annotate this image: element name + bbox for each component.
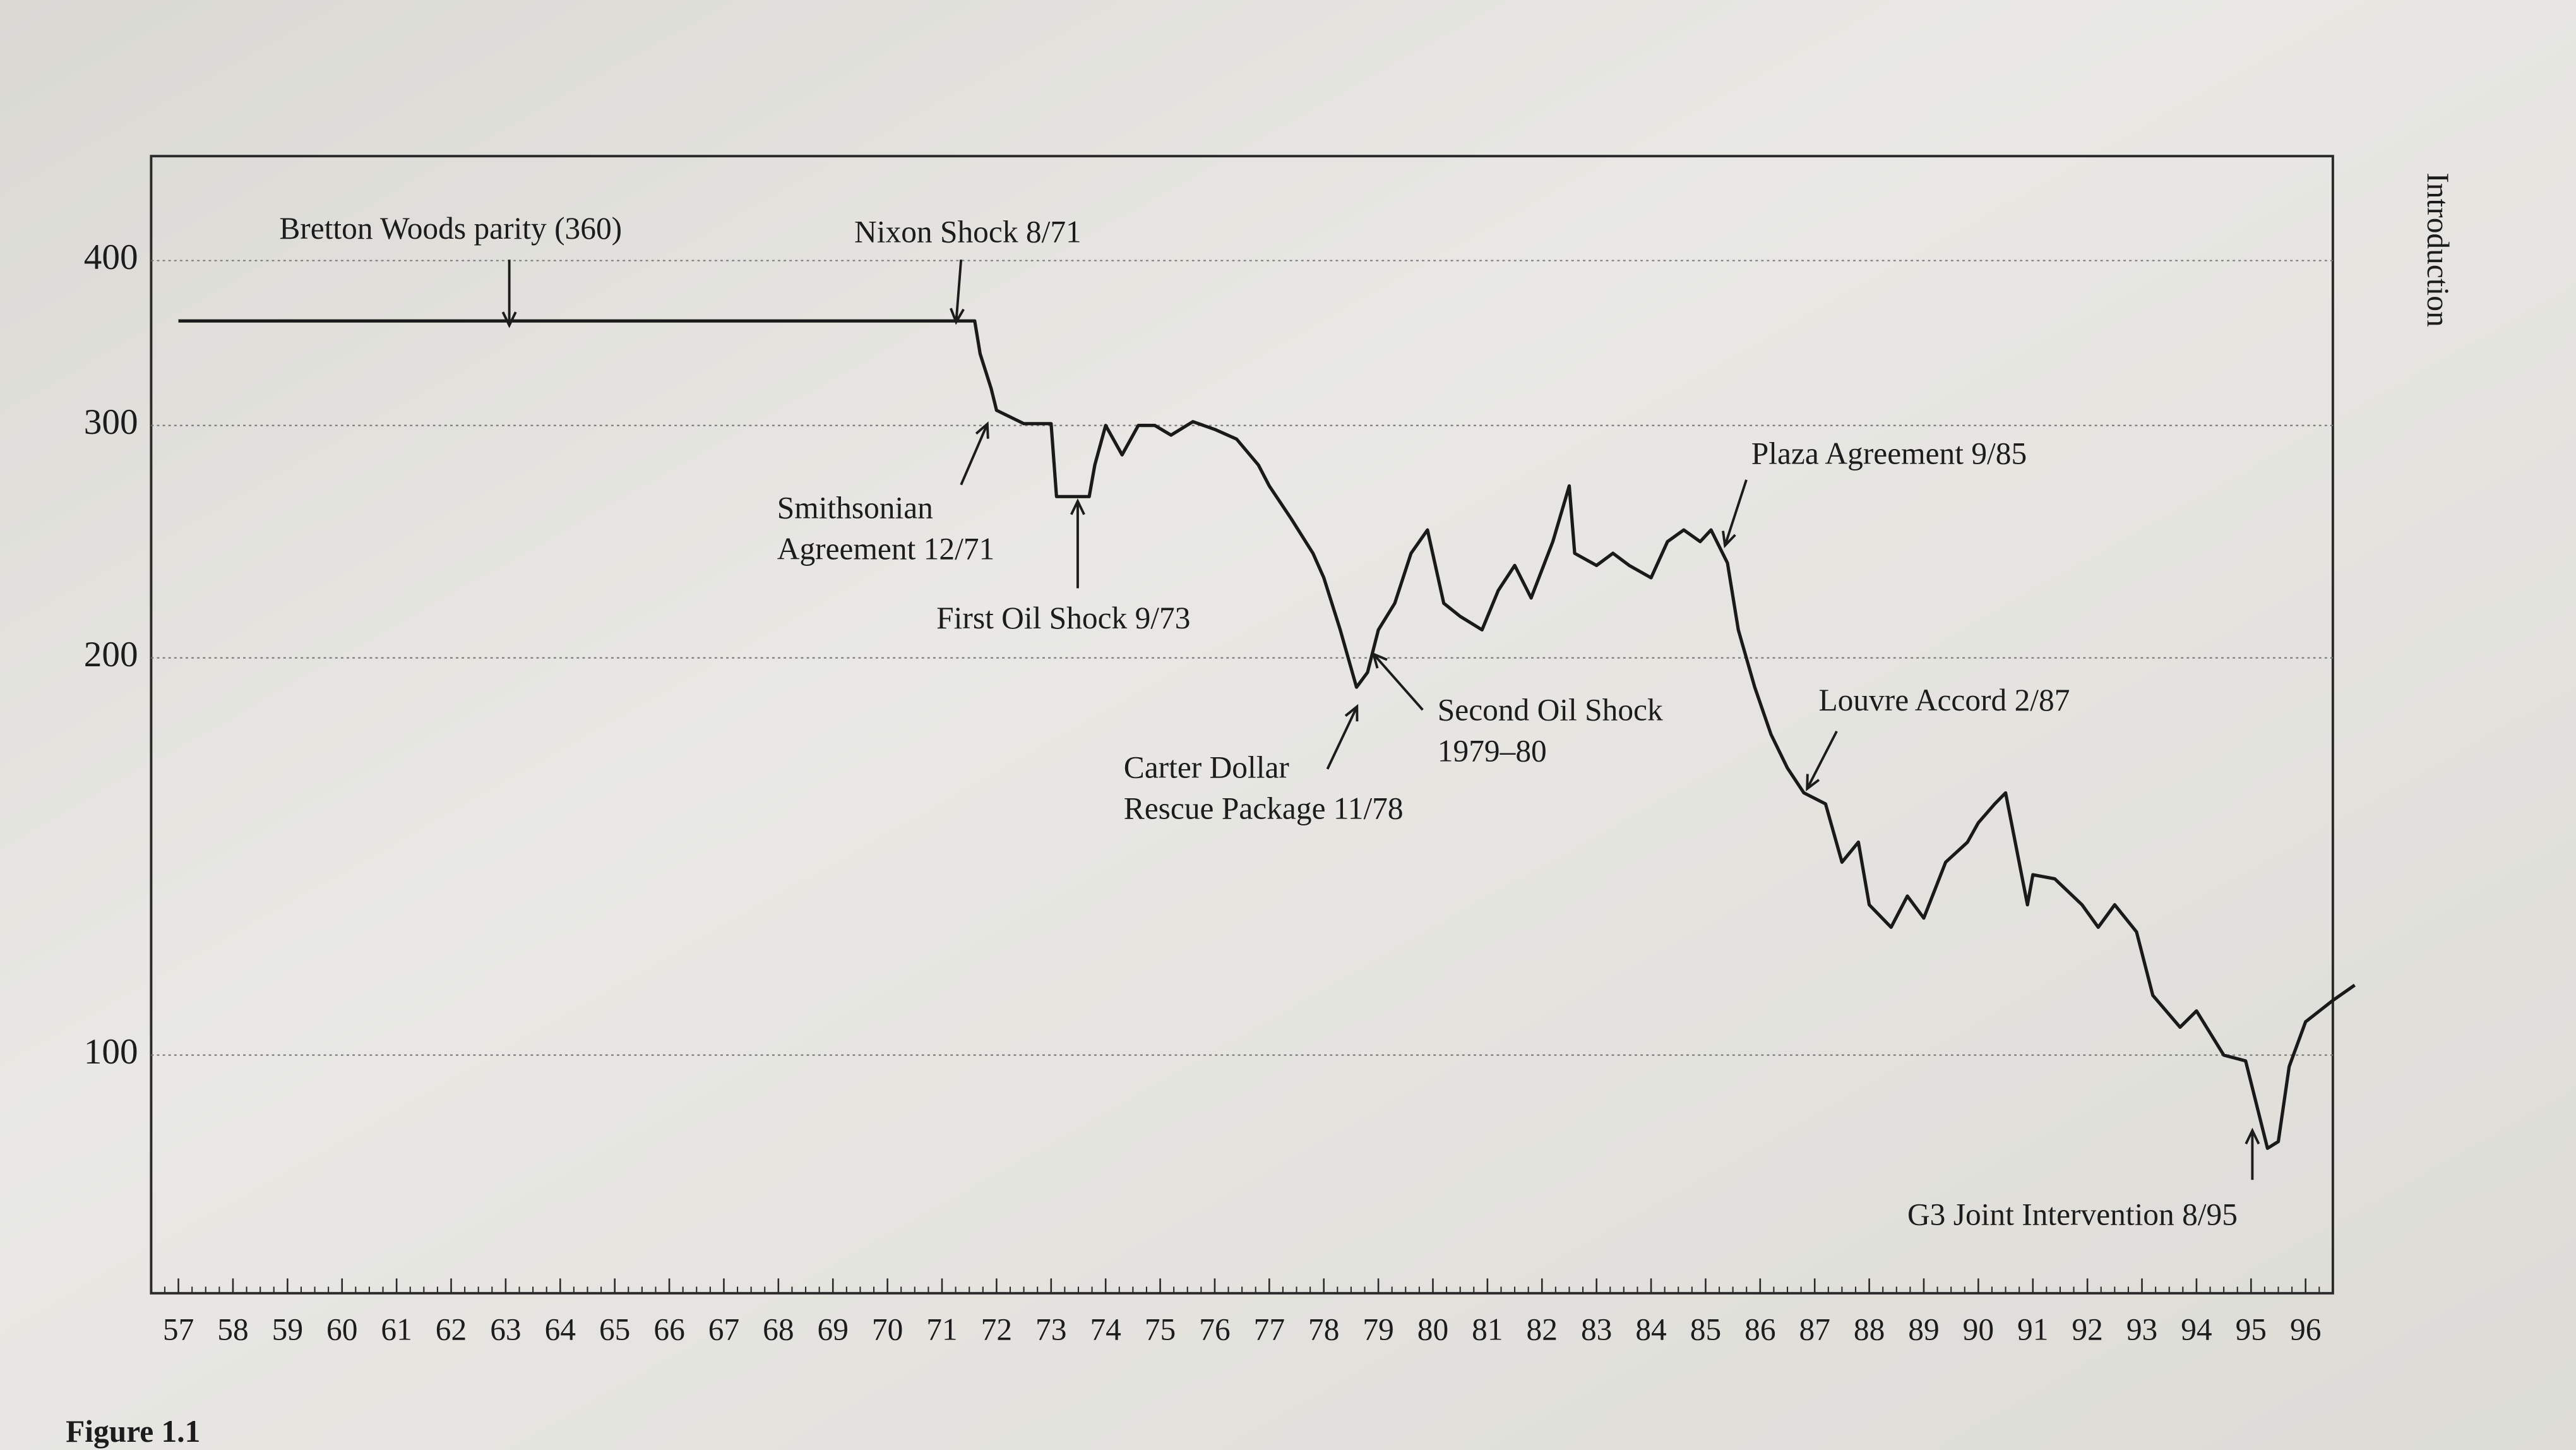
x-tick-label: 63 <box>490 1312 521 1347</box>
x-tick-label: 59 <box>272 1312 303 1347</box>
x-tick-label: 81 <box>1472 1312 1503 1347</box>
arrow-head <box>1722 530 1736 549</box>
annotation: Bretton Woods parity (360) <box>279 211 622 246</box>
running-head: Introduction <box>2421 172 2455 327</box>
x-tick-label: 71 <box>926 1312 957 1347</box>
annotation: First Oil Shock 9/73 <box>936 601 1190 635</box>
annotation: Second Oil Shock <box>1438 693 1663 728</box>
x-tick-label: 78 <box>1308 1312 1339 1347</box>
x-tick-label: 58 <box>217 1312 248 1347</box>
annotation-arrow <box>1806 730 1838 789</box>
x-tick-label: 96 <box>2290 1312 2321 1347</box>
x-tick-label: 85 <box>1690 1312 1721 1347</box>
x-tick-label: 95 <box>2236 1312 2267 1347</box>
x-tick-label: 72 <box>981 1312 1012 1347</box>
x-tick-label: 87 <box>1799 1312 1830 1347</box>
arrow-head <box>1070 498 1085 515</box>
y-tick-label: 100 <box>84 1032 138 1072</box>
x-tick-label: 62 <box>436 1312 467 1347</box>
annotation: Carter Dollar <box>1124 750 1290 785</box>
annotation: Nixon Shock 8/71 <box>854 214 1082 249</box>
x-tick-label: 91 <box>2017 1312 2048 1347</box>
x-tick-label: 93 <box>2126 1312 2157 1347</box>
x-tick-label: 88 <box>1854 1312 1885 1347</box>
arrow-head <box>501 311 517 328</box>
figure-label: Figure 1.1 <box>66 1414 200 1449</box>
arrow-head <box>1344 704 1359 722</box>
x-tick-label: 80 <box>1417 1312 1448 1347</box>
arrow-head <box>2245 1127 2260 1145</box>
x-tick-label: 74 <box>1090 1312 1121 1347</box>
annotation: Rescue Package 11/78 <box>1124 791 1404 826</box>
annotation: Plaza Agreement 9/85 <box>1751 436 2027 471</box>
y-tick-label: 400 <box>84 237 138 277</box>
annotation: Agreement 12/71 <box>777 532 994 566</box>
arrow-head <box>975 421 989 439</box>
x-tick-label: 75 <box>1145 1312 1176 1347</box>
x-tick-label: 69 <box>818 1312 849 1347</box>
x-tick-label: 60 <box>326 1312 357 1347</box>
x-tick-label: 61 <box>381 1312 412 1347</box>
x-tick-label: 77 <box>1254 1312 1285 1347</box>
annotation: Louvre Accord 2/87 <box>1818 683 2070 717</box>
arrow-head <box>1371 652 1388 669</box>
annotation: Smithsonian <box>777 491 933 525</box>
x-tick-label: 64 <box>545 1312 576 1347</box>
x-tick-label: 79 <box>1363 1312 1393 1347</box>
x-tick-label: 65 <box>599 1312 630 1347</box>
annotation-arrow <box>960 423 989 486</box>
x-tick-label: 82 <box>1527 1312 1558 1347</box>
x-tick-label: 86 <box>1744 1312 1775 1347</box>
y-tick-label: 300 <box>84 402 138 442</box>
annotation-arrow <box>1326 706 1359 770</box>
x-tick-label: 90 <box>1963 1312 1994 1347</box>
x-tick-label: 84 <box>1635 1312 1666 1347</box>
annotation-arrow <box>1724 479 1748 546</box>
x-tick-label: 92 <box>2072 1312 2102 1347</box>
x-tick-label: 67 <box>708 1312 739 1347</box>
arrow-head <box>950 308 965 325</box>
annotation: G3 Joint Intervention 8/95 <box>1907 1197 2238 1231</box>
x-tick-label: 66 <box>653 1312 684 1347</box>
x-tick-label: 83 <box>1581 1312 1612 1347</box>
x-tick-label: 68 <box>763 1312 794 1347</box>
annotation-arrow <box>1372 653 1424 711</box>
x-tick-label: 89 <box>1908 1312 1939 1347</box>
arrow-head <box>1806 774 1820 791</box>
x-tick-label: 70 <box>872 1312 903 1347</box>
annotation: 1979–80 <box>1438 734 1547 769</box>
x-tick-label: 57 <box>163 1312 194 1347</box>
annotation-arrow <box>955 259 963 323</box>
y-tick-label: 200 <box>84 635 138 674</box>
x-tick-label: 73 <box>1035 1312 1066 1347</box>
data-line <box>178 319 2356 1150</box>
x-tick-label: 76 <box>1199 1312 1230 1347</box>
x-tick-label: 94 <box>2181 1312 2212 1347</box>
